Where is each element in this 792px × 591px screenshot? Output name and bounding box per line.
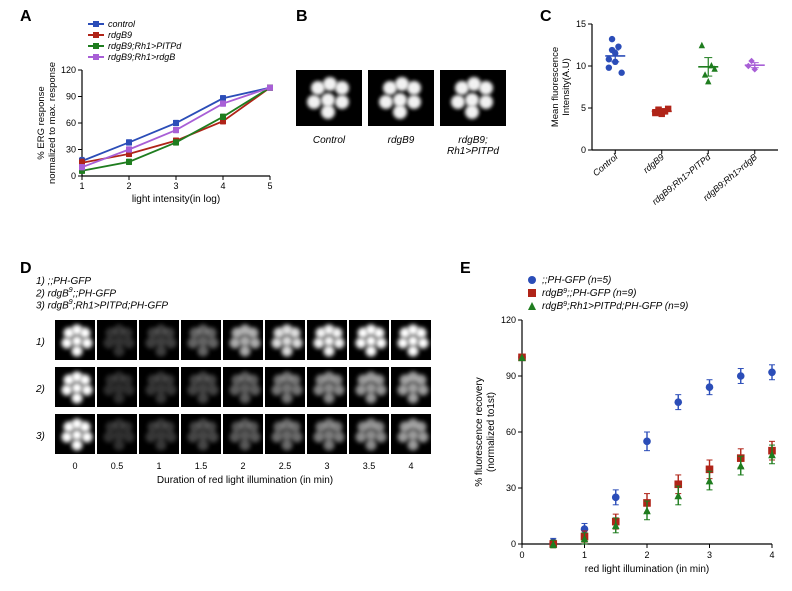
svg-text:3: 3 bbox=[173, 181, 178, 191]
svg-text:rdgB9;Rh1>rdgB: rdgB9;Rh1>rdgB bbox=[108, 52, 175, 62]
svg-text:120: 120 bbox=[501, 315, 516, 325]
panel-b-label: B bbox=[296, 8, 308, 26]
panel-d-cell bbox=[97, 320, 137, 360]
panel-b-caption-2: rdgB9; Rh1>PITPd bbox=[440, 135, 506, 157]
panel-c-chart: 0 5 10 15 Mean fluorescenceIntensity(A.U) Con… bbox=[548, 16, 784, 226]
panel-d-cell bbox=[55, 414, 95, 454]
svg-text:Mean fluorescenceIntensity(A.U: Mean fluorescenceIntensity(A.U) bbox=[550, 47, 572, 127]
panel-d-cell bbox=[265, 367, 305, 407]
panel-b-caption-1: rdgB9 bbox=[368, 135, 434, 146]
svg-text:light intensity(in log): light intensity(in log) bbox=[132, 194, 220, 205]
panel-d-cell bbox=[265, 414, 305, 454]
svg-text:Control: Control bbox=[591, 151, 620, 178]
svg-text:0: 0 bbox=[511, 539, 516, 549]
svg-text:3: 3 bbox=[707, 550, 712, 560]
panel-d-cell bbox=[181, 320, 221, 360]
svg-text:2: 2 bbox=[644, 550, 649, 560]
svg-text:5: 5 bbox=[581, 103, 586, 113]
panel-d-cell bbox=[55, 320, 95, 360]
svg-text:0: 0 bbox=[519, 550, 524, 560]
panel-d-cell bbox=[265, 320, 305, 360]
panel-e-chart: ;;PH-GFP (n=5) rdgB9;;PH-GFP (n=9)rdgB9;R… bbox=[470, 268, 782, 578]
panel-d-cell bbox=[223, 320, 263, 360]
panel-d-cell bbox=[97, 414, 137, 454]
panel-b-image-0: Control bbox=[296, 70, 362, 157]
panel-d-cell bbox=[307, 414, 347, 454]
panel-b-image-2: rdgB9; Rh1>PITPd bbox=[440, 70, 506, 157]
figure-root: A controlrdgB9rdgB9;Rh1>PITPdrdgB9;Rh1>r… bbox=[0, 0, 792, 591]
svg-text:;;PH-GFP (n=5): ;;PH-GFP (n=5) bbox=[542, 275, 611, 286]
svg-text:rdgB9;Rh1>PITPd;PH-GFP (n=9): rdgB9;Rh1>PITPd;PH-GFP (n=9) bbox=[542, 301, 688, 313]
panel-d-cell bbox=[139, 320, 179, 360]
svg-text:control: control bbox=[108, 19, 136, 29]
svg-text:15: 15 bbox=[576, 19, 586, 29]
panel-d-cell bbox=[181, 414, 221, 454]
svg-text:90: 90 bbox=[506, 371, 516, 381]
panel-e: ;;PH-GFP (n=5) rdgB9;;PH-GFP (n=9)rdgB9;R… bbox=[470, 268, 782, 578]
panel-d-cell bbox=[391, 414, 431, 454]
svg-text:30: 30 bbox=[506, 483, 516, 493]
panel-b-image-1: rdgB9 bbox=[368, 70, 434, 157]
panel-d-cell bbox=[55, 367, 95, 407]
svg-text:rdgB9: rdgB9 bbox=[108, 30, 132, 40]
svg-text:5: 5 bbox=[267, 181, 272, 191]
panel-a: controlrdgB9rdgB9;Rh1>PITPdrdgB9;Rh1>rdg… bbox=[36, 16, 276, 206]
panel-a-label: A bbox=[20, 8, 32, 26]
svg-text:90: 90 bbox=[66, 92, 76, 102]
panel-a-chart: controlrdgB9rdgB9;Rh1>PITPdrdgB9;Rh1>rdg… bbox=[36, 16, 276, 206]
panel-d-cell bbox=[307, 367, 347, 407]
panel-d-cell bbox=[391, 320, 431, 360]
panel-d-cell bbox=[349, 414, 389, 454]
svg-text:2: 2 bbox=[126, 181, 131, 191]
svg-text:60: 60 bbox=[66, 118, 76, 128]
panel-d-xlabel: Duration of red light illumination (in m… bbox=[54, 475, 436, 486]
panel-d: 1) ;;PH-GFP2) rdgB9;;PH-GFP3) rdgB9;Rh1>… bbox=[36, 276, 436, 486]
panel-d-cell bbox=[349, 367, 389, 407]
panel-d-legend: 1) ;;PH-GFP2) rdgB9;;PH-GFP3) rdgB9;Rh1>… bbox=[36, 276, 436, 312]
svg-text:1: 1 bbox=[79, 181, 84, 191]
panel-b-caption-0: Control bbox=[296, 135, 362, 146]
svg-text:0: 0 bbox=[71, 171, 76, 181]
svg-text:120: 120 bbox=[61, 65, 76, 75]
panel-d-cell bbox=[181, 367, 221, 407]
panel-d-cell bbox=[97, 367, 137, 407]
svg-text:60: 60 bbox=[506, 427, 516, 437]
svg-text:rdgB9;;PH-GFP (n=9): rdgB9;;PH-GFP (n=9) bbox=[542, 288, 636, 300]
svg-text:rdgB9: rdgB9 bbox=[641, 152, 666, 175]
panel-d-cell bbox=[349, 320, 389, 360]
panel-c: 0 5 10 15 Mean fluorescenceIntensity(A.U) Con… bbox=[548, 16, 784, 226]
svg-text:red light illumination (in min: red light illumination (in min) bbox=[585, 564, 710, 575]
panel-d-label: D bbox=[20, 260, 32, 278]
panel-d-cell bbox=[223, 367, 263, 407]
svg-text:% fluorescence recovery(normal: % fluorescence recovery(normalized to1st… bbox=[474, 377, 497, 487]
svg-text:0: 0 bbox=[581, 145, 586, 155]
panel-d-cell bbox=[223, 414, 263, 454]
panel-d-cell bbox=[139, 367, 179, 407]
panel-d-cell bbox=[307, 320, 347, 360]
svg-text:4: 4 bbox=[769, 550, 774, 560]
svg-text:10: 10 bbox=[576, 61, 586, 71]
panel-b: Control rdgB9 rdgB9; Rh1>PITPd bbox=[296, 70, 526, 157]
svg-text:% ERG responsenormalized to ma: % ERG responsenormalized to max. respons… bbox=[36, 62, 58, 184]
svg-text:4: 4 bbox=[220, 181, 225, 191]
panel-d-cell bbox=[139, 414, 179, 454]
svg-text:30: 30 bbox=[66, 145, 76, 155]
panel-d-cell bbox=[391, 367, 431, 407]
svg-text:rdgB9;Rh1>PITPd: rdgB9;Rh1>PITPd bbox=[108, 41, 182, 51]
svg-text:1: 1 bbox=[582, 550, 587, 560]
